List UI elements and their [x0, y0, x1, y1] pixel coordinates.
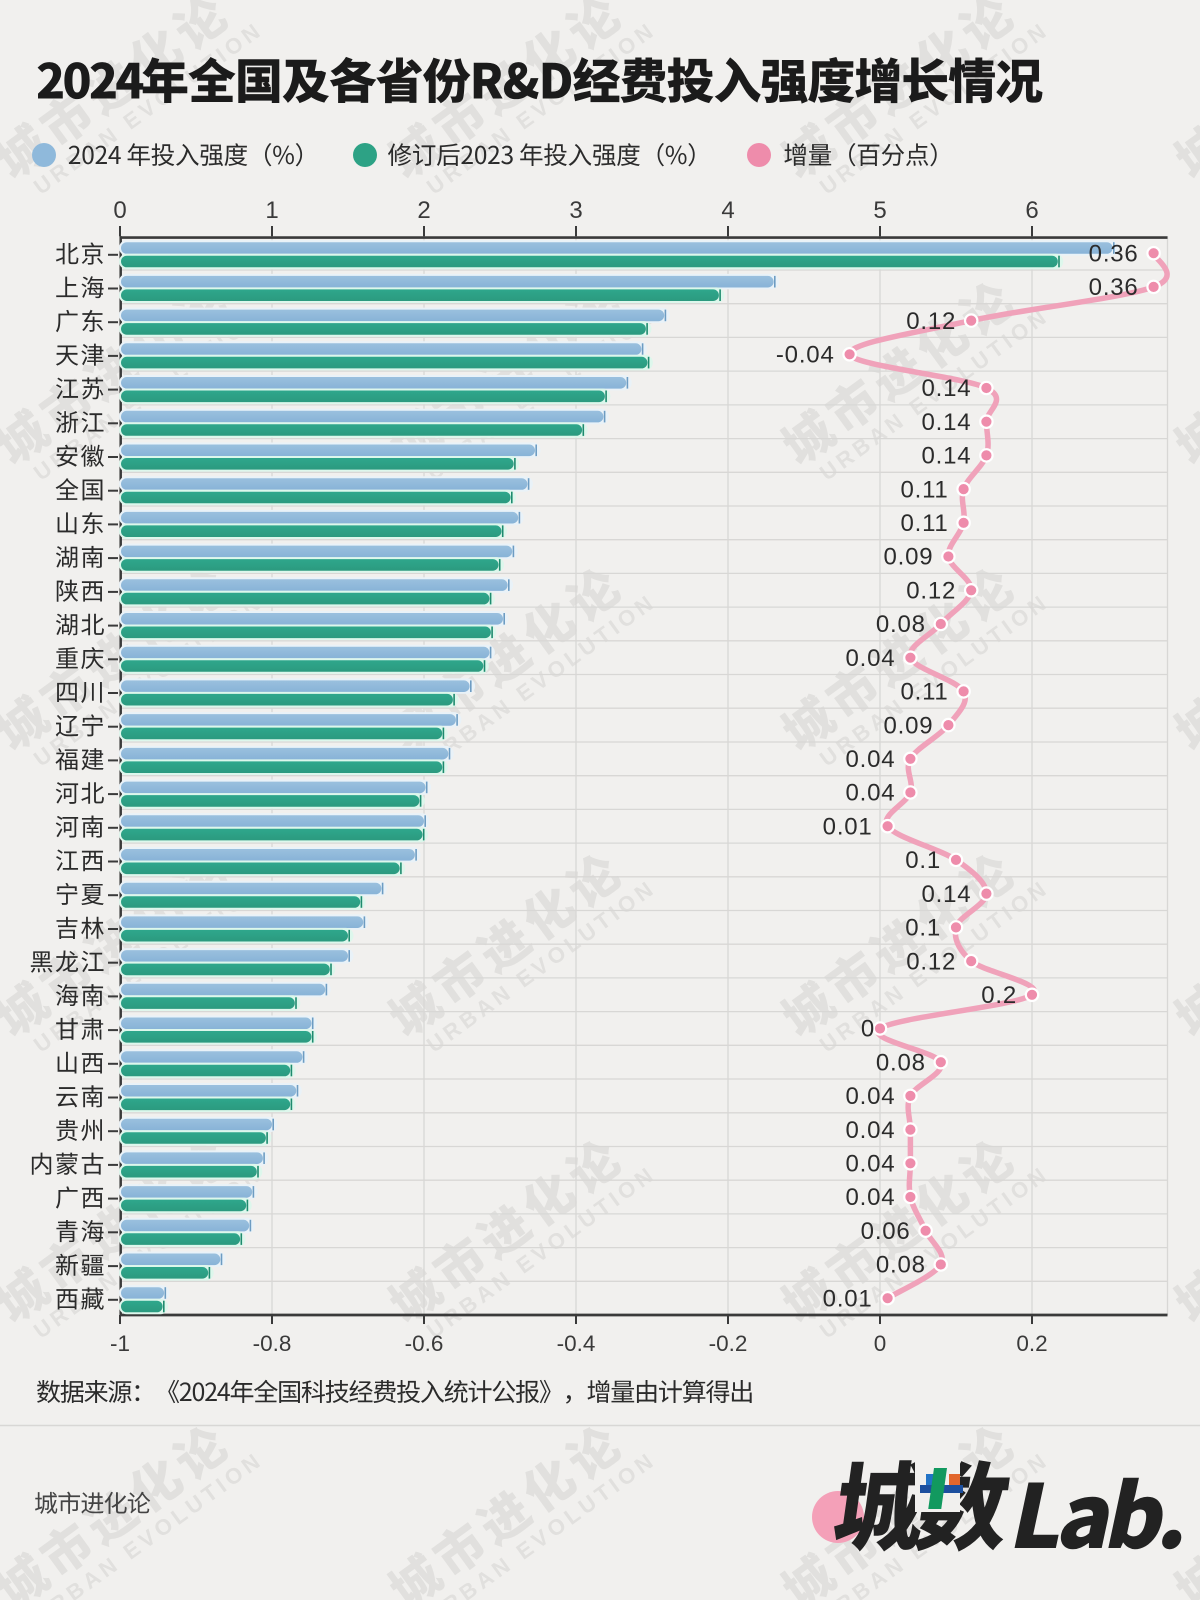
svg-text:0.04: 0.04: [845, 1151, 895, 1178]
svg-text:0.12: 0.12: [906, 308, 956, 335]
svg-text:0.1: 0.1: [905, 847, 941, 874]
svg-text:0.36: 0.36: [1089, 274, 1139, 301]
svg-text:1: 1: [265, 197, 278, 224]
svg-text:0.12: 0.12: [906, 948, 956, 975]
svg-text:-0.6: -0.6: [405, 1331, 444, 1356]
svg-text:-1: -1: [110, 1331, 130, 1356]
svg-text:0.04: 0.04: [845, 746, 895, 773]
svg-text:0.04: 0.04: [845, 645, 895, 672]
svg-text:0.14: 0.14: [921, 443, 971, 470]
svg-text:0.36: 0.36: [1089, 240, 1139, 267]
svg-text:0.14: 0.14: [921, 409, 971, 436]
svg-text:0.11: 0.11: [900, 476, 948, 503]
svg-text:6: 6: [1025, 197, 1038, 224]
svg-text:5: 5: [873, 197, 886, 224]
svg-text:0.04: 0.04: [845, 780, 895, 807]
svg-text:0.08: 0.08: [876, 1252, 926, 1279]
svg-text:0: 0: [861, 1016, 875, 1043]
svg-text:0.11: 0.11: [900, 679, 948, 706]
svg-text:0.08: 0.08: [876, 1049, 926, 1076]
svg-text:3: 3: [569, 197, 582, 224]
svg-text:0.14: 0.14: [921, 881, 971, 908]
svg-text:0.12: 0.12: [906, 578, 956, 605]
svg-text:0.11: 0.11: [900, 510, 948, 537]
svg-text:0.2: 0.2: [981, 982, 1017, 1009]
svg-text:0.08: 0.08: [876, 611, 926, 638]
svg-text:-0.2: -0.2: [709, 1331, 748, 1356]
svg-text:-0.4: -0.4: [557, 1331, 596, 1356]
svg-text:0: 0: [113, 197, 126, 224]
svg-text:0.04: 0.04: [845, 1184, 895, 1211]
svg-text:0.06: 0.06: [861, 1218, 911, 1245]
svg-text:0.01: 0.01: [823, 1285, 873, 1312]
svg-text:0.01: 0.01: [823, 813, 873, 840]
svg-text:0.09: 0.09: [883, 712, 933, 739]
svg-text:0: 0: [874, 1331, 887, 1356]
svg-text:0.04: 0.04: [845, 1117, 895, 1144]
svg-text:2: 2: [417, 197, 430, 224]
svg-text:0.2: 0.2: [1016, 1331, 1047, 1356]
svg-text:0.04: 0.04: [845, 1083, 895, 1110]
svg-text:4: 4: [721, 197, 734, 224]
svg-text:-0.04: -0.04: [776, 342, 835, 369]
svg-text:0.14: 0.14: [921, 375, 971, 402]
svg-text:0.1: 0.1: [905, 915, 941, 942]
svg-text:-0.8: -0.8: [253, 1331, 292, 1356]
svg-text:0.09: 0.09: [883, 544, 933, 571]
